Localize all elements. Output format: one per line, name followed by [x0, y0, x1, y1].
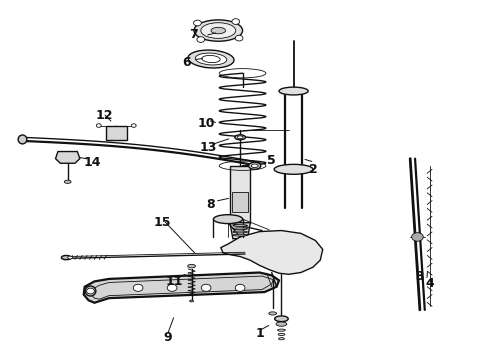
Ellipse shape: [251, 164, 258, 167]
Circle shape: [110, 126, 122, 135]
Ellipse shape: [195, 53, 227, 65]
Text: 13: 13: [200, 141, 217, 154]
Circle shape: [194, 20, 201, 26]
Text: 15: 15: [154, 216, 171, 229]
Text: 1: 1: [255, 327, 264, 340]
Ellipse shape: [194, 20, 243, 41]
Ellipse shape: [68, 256, 73, 259]
Polygon shape: [230, 223, 250, 239]
Ellipse shape: [188, 264, 196, 268]
FancyBboxPatch shape: [232, 193, 248, 212]
Ellipse shape: [233, 231, 247, 233]
Ellipse shape: [190, 300, 194, 302]
Polygon shape: [220, 230, 323, 274]
Circle shape: [63, 154, 73, 161]
Circle shape: [87, 288, 95, 294]
Circle shape: [97, 124, 101, 127]
Circle shape: [197, 37, 205, 42]
Ellipse shape: [235, 135, 245, 140]
Ellipse shape: [233, 225, 247, 226]
Text: 5: 5: [268, 154, 276, 167]
Circle shape: [235, 284, 245, 291]
Ellipse shape: [201, 23, 236, 39]
Circle shape: [235, 35, 243, 41]
Text: 7: 7: [190, 28, 198, 41]
Circle shape: [131, 124, 136, 127]
Circle shape: [167, 284, 177, 291]
Text: 9: 9: [163, 331, 172, 344]
FancyBboxPatch shape: [230, 166, 250, 223]
Polygon shape: [84, 273, 279, 303]
Ellipse shape: [274, 165, 313, 174]
Circle shape: [412, 233, 423, 241]
Ellipse shape: [64, 180, 71, 183]
Ellipse shape: [233, 234, 247, 236]
Ellipse shape: [274, 316, 288, 321]
Circle shape: [133, 284, 143, 291]
Ellipse shape: [233, 228, 247, 230]
Text: 2: 2: [309, 163, 318, 176]
Text: 11: 11: [166, 275, 183, 288]
Text: 4: 4: [425, 277, 434, 290]
Ellipse shape: [278, 338, 284, 340]
Ellipse shape: [278, 333, 285, 336]
Polygon shape: [55, 152, 80, 163]
Text: 10: 10: [197, 117, 215, 130]
Text: 6: 6: [182, 56, 191, 69]
Ellipse shape: [85, 286, 96, 296]
Ellipse shape: [248, 162, 261, 169]
Ellipse shape: [61, 256, 71, 260]
Ellipse shape: [214, 215, 243, 224]
Ellipse shape: [211, 27, 225, 34]
Text: 14: 14: [83, 156, 101, 169]
Ellipse shape: [188, 50, 234, 68]
Ellipse shape: [279, 87, 308, 95]
Text: 3: 3: [416, 270, 424, 283]
Ellipse shape: [269, 312, 276, 315]
Text: 12: 12: [96, 109, 113, 122]
Ellipse shape: [237, 136, 243, 139]
Ellipse shape: [276, 322, 287, 326]
Circle shape: [232, 19, 240, 24]
Ellipse shape: [277, 329, 285, 331]
Circle shape: [201, 284, 211, 291]
Ellipse shape: [18, 135, 27, 144]
Text: 8: 8: [207, 198, 215, 211]
FancyBboxPatch shape: [105, 126, 127, 140]
